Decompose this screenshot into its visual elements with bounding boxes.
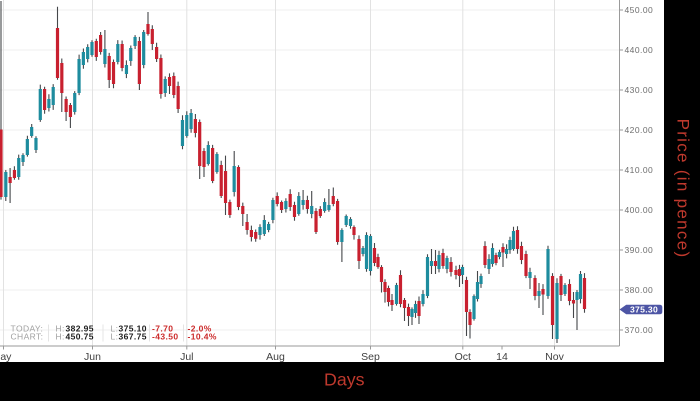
svg-text:Oct: Oct [455,351,471,363]
svg-text:380.00: 380.00 [625,285,654,295]
svg-text:440.00: 440.00 [625,45,654,55]
svg-text:14: 14 [496,351,508,363]
svg-text:L:: L: [111,323,119,333]
svg-text:Jul: Jul [180,351,193,363]
svg-text:CHART:: CHART: [11,331,44,341]
svg-text:Aug: Aug [266,351,285,363]
svg-text:-43.50: -43.50 [152,331,179,341]
svg-text:410.00: 410.00 [625,165,654,175]
svg-text:450.00: 450.00 [625,5,654,15]
svg-text:Days: Days [324,370,365,390]
svg-text:375.30: 375.30 [630,304,658,314]
svg-text:-7.70: -7.70 [152,323,173,333]
svg-text:Jun: Jun [84,351,101,363]
svg-text:H:: H: [56,323,65,333]
svg-text:375.10: 375.10 [119,323,147,333]
svg-text:-10.4%: -10.4% [188,331,217,341]
svg-text:TODAY:: TODAY: [11,323,44,333]
svg-text:420.00: 420.00 [625,125,654,135]
svg-text:390.00: 390.00 [625,245,654,255]
svg-text:400.00: 400.00 [625,205,654,215]
svg-text:370.00: 370.00 [625,325,654,335]
svg-text:430.00: 430.00 [625,85,654,95]
svg-text:L:: L: [111,331,119,341]
svg-text:H:: H: [56,331,65,341]
svg-text:May: May [0,351,12,363]
svg-text:450.75: 450.75 [66,331,94,341]
svg-text:Price (in pence): Price (in pence) [674,119,693,259]
svg-text:367.75: 367.75 [119,331,147,341]
svg-text:-2.0%: -2.0% [188,323,212,333]
svg-text:Nov: Nov [545,351,564,363]
svg-text:382.95: 382.95 [66,323,94,333]
svg-text:Sep: Sep [361,351,380,363]
